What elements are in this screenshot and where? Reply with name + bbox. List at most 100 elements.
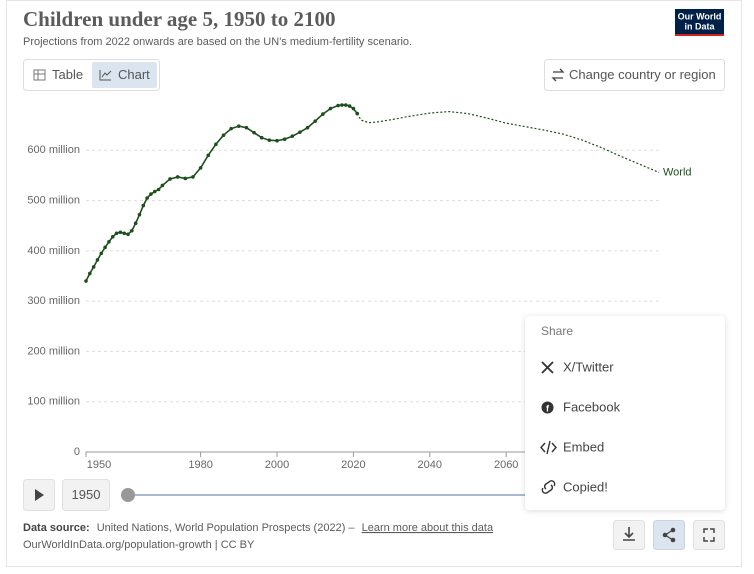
share-embed[interactable]: Embed	[540, 439, 604, 455]
data-point	[290, 134, 295, 139]
x-tick-label: 2020	[341, 459, 365, 471]
button-box	[653, 520, 685, 550]
x-tick-label: 2060	[494, 459, 518, 471]
data-point	[206, 153, 211, 158]
data-point	[221, 133, 226, 137]
data-point	[156, 187, 161, 192]
data-point	[351, 106, 356, 111]
change-country-button[interactable]: Change country or region	[544, 59, 725, 91]
y-tick-label: 0	[74, 446, 80, 458]
logo-stripe	[675, 34, 724, 36]
table-tab[interactable]: Table	[33, 67, 83, 82]
play-button[interactable]	[23, 479, 55, 511]
data-point	[133, 221, 138, 225]
download-button[interactable]	[613, 520, 645, 550]
source-link[interactable]: Learn more about this data	[362, 522, 494, 534]
data-point	[160, 183, 165, 188]
share-button[interactable]	[653, 520, 685, 550]
data-point	[191, 175, 195, 179]
share-twitter[interactable]: X/Twitter	[541, 359, 614, 374]
tab-active-bg	[92, 62, 157, 88]
facebook-icon	[541, 401, 554, 414]
tabs: Table Chart	[23, 59, 160, 91]
share-copy[interactable]: Copied!	[541, 479, 608, 494]
logo-text: in Data	[684, 21, 715, 31]
x-tick-label: 1950	[87, 459, 111, 471]
fullscreen-icon	[703, 528, 715, 542]
fullscreen-button[interactable]	[693, 520, 725, 550]
data-point	[141, 203, 146, 208]
year-box	[62, 479, 110, 511]
data-point	[88, 271, 92, 276]
series-label: World	[663, 166, 692, 178]
data-point	[145, 196, 149, 200]
menu-item: Embed	[563, 439, 604, 454]
menu-title: Share	[541, 324, 573, 338]
data-point	[152, 189, 157, 194]
chart-tab[interactable]: Chart	[92, 62, 157, 88]
timeline-handle[interactable]	[121, 488, 135, 502]
button-box	[544, 59, 725, 91]
logo-box	[675, 9, 724, 36]
x-icon	[541, 361, 554, 374]
menu-box	[525, 316, 725, 510]
data-point	[103, 245, 107, 250]
data-point	[298, 130, 302, 134]
y-tick-label: 300 million	[27, 295, 80, 307]
button-label: Change country or region	[569, 67, 716, 82]
data-point	[237, 124, 241, 128]
swap-icon	[551, 68, 565, 82]
data-point	[340, 103, 344, 107]
data-point	[118, 230, 123, 235]
button-box	[693, 520, 725, 550]
x-tick-label: 2040	[418, 459, 442, 471]
y-tick-label: 400 million	[27, 245, 80, 257]
data-point	[313, 119, 318, 123]
data-point	[95, 258, 100, 262]
data-point	[183, 176, 188, 181]
menu-item: Copied!	[563, 479, 608, 494]
data-point	[244, 125, 249, 130]
x-tick-label: 2000	[265, 459, 289, 471]
menu-item: X/Twitter	[563, 359, 614, 374]
plot-area: 0 100 million 200 million 300 million 400 mi…	[27, 103, 692, 471]
download-icon	[623, 527, 635, 541]
logo-text: Our World	[678, 11, 722, 21]
url-line: OurWorldInData.org/population-growth | C…	[23, 539, 255, 551]
source-text: United Nations, World Population Prospec…	[97, 522, 356, 534]
data-point	[99, 251, 104, 256]
source-line: Data source: United Nations, World Popul…	[23, 522, 494, 534]
facebook-glyph: f	[546, 403, 550, 413]
data-point	[214, 142, 218, 147]
tab-label: Chart	[118, 67, 150, 82]
data-point	[168, 177, 172, 181]
logo[interactable]: Our World in Data	[675, 9, 724, 36]
data-point	[252, 130, 256, 135]
data-point	[336, 103, 340, 108]
data-point	[107, 240, 111, 244]
data-point	[328, 106, 333, 111]
timeline: 1950	[23, 479, 540, 511]
data-point	[114, 231, 119, 236]
share-facebook[interactable]: f Facebook	[541, 399, 621, 414]
data-point	[122, 231, 126, 236]
data-point	[229, 126, 233, 131]
y-tick-label: 200 million	[27, 345, 80, 357]
chart-icon	[99, 70, 111, 81]
data-point	[110, 234, 115, 239]
tab-label: Table	[52, 67, 83, 82]
data-point	[84, 279, 88, 283]
y-tick-label: 100 million	[27, 396, 80, 408]
footer: Data source: United Nations, World Popul…	[23, 522, 494, 551]
chart-title: Children under age 5, 1950 to 2100	[23, 7, 336, 31]
chart-icon	[101, 70, 112, 78]
data-point	[282, 137, 287, 142]
embed-icon	[540, 440, 557, 455]
data-point	[321, 112, 325, 116]
data-point	[275, 138, 279, 143]
share-menu: Share X/Twitter f Facebook Embed Copied!	[525, 316, 725, 510]
timeline-year: 1950	[72, 487, 101, 502]
data-point	[305, 125, 310, 130]
data-point	[267, 138, 272, 143]
